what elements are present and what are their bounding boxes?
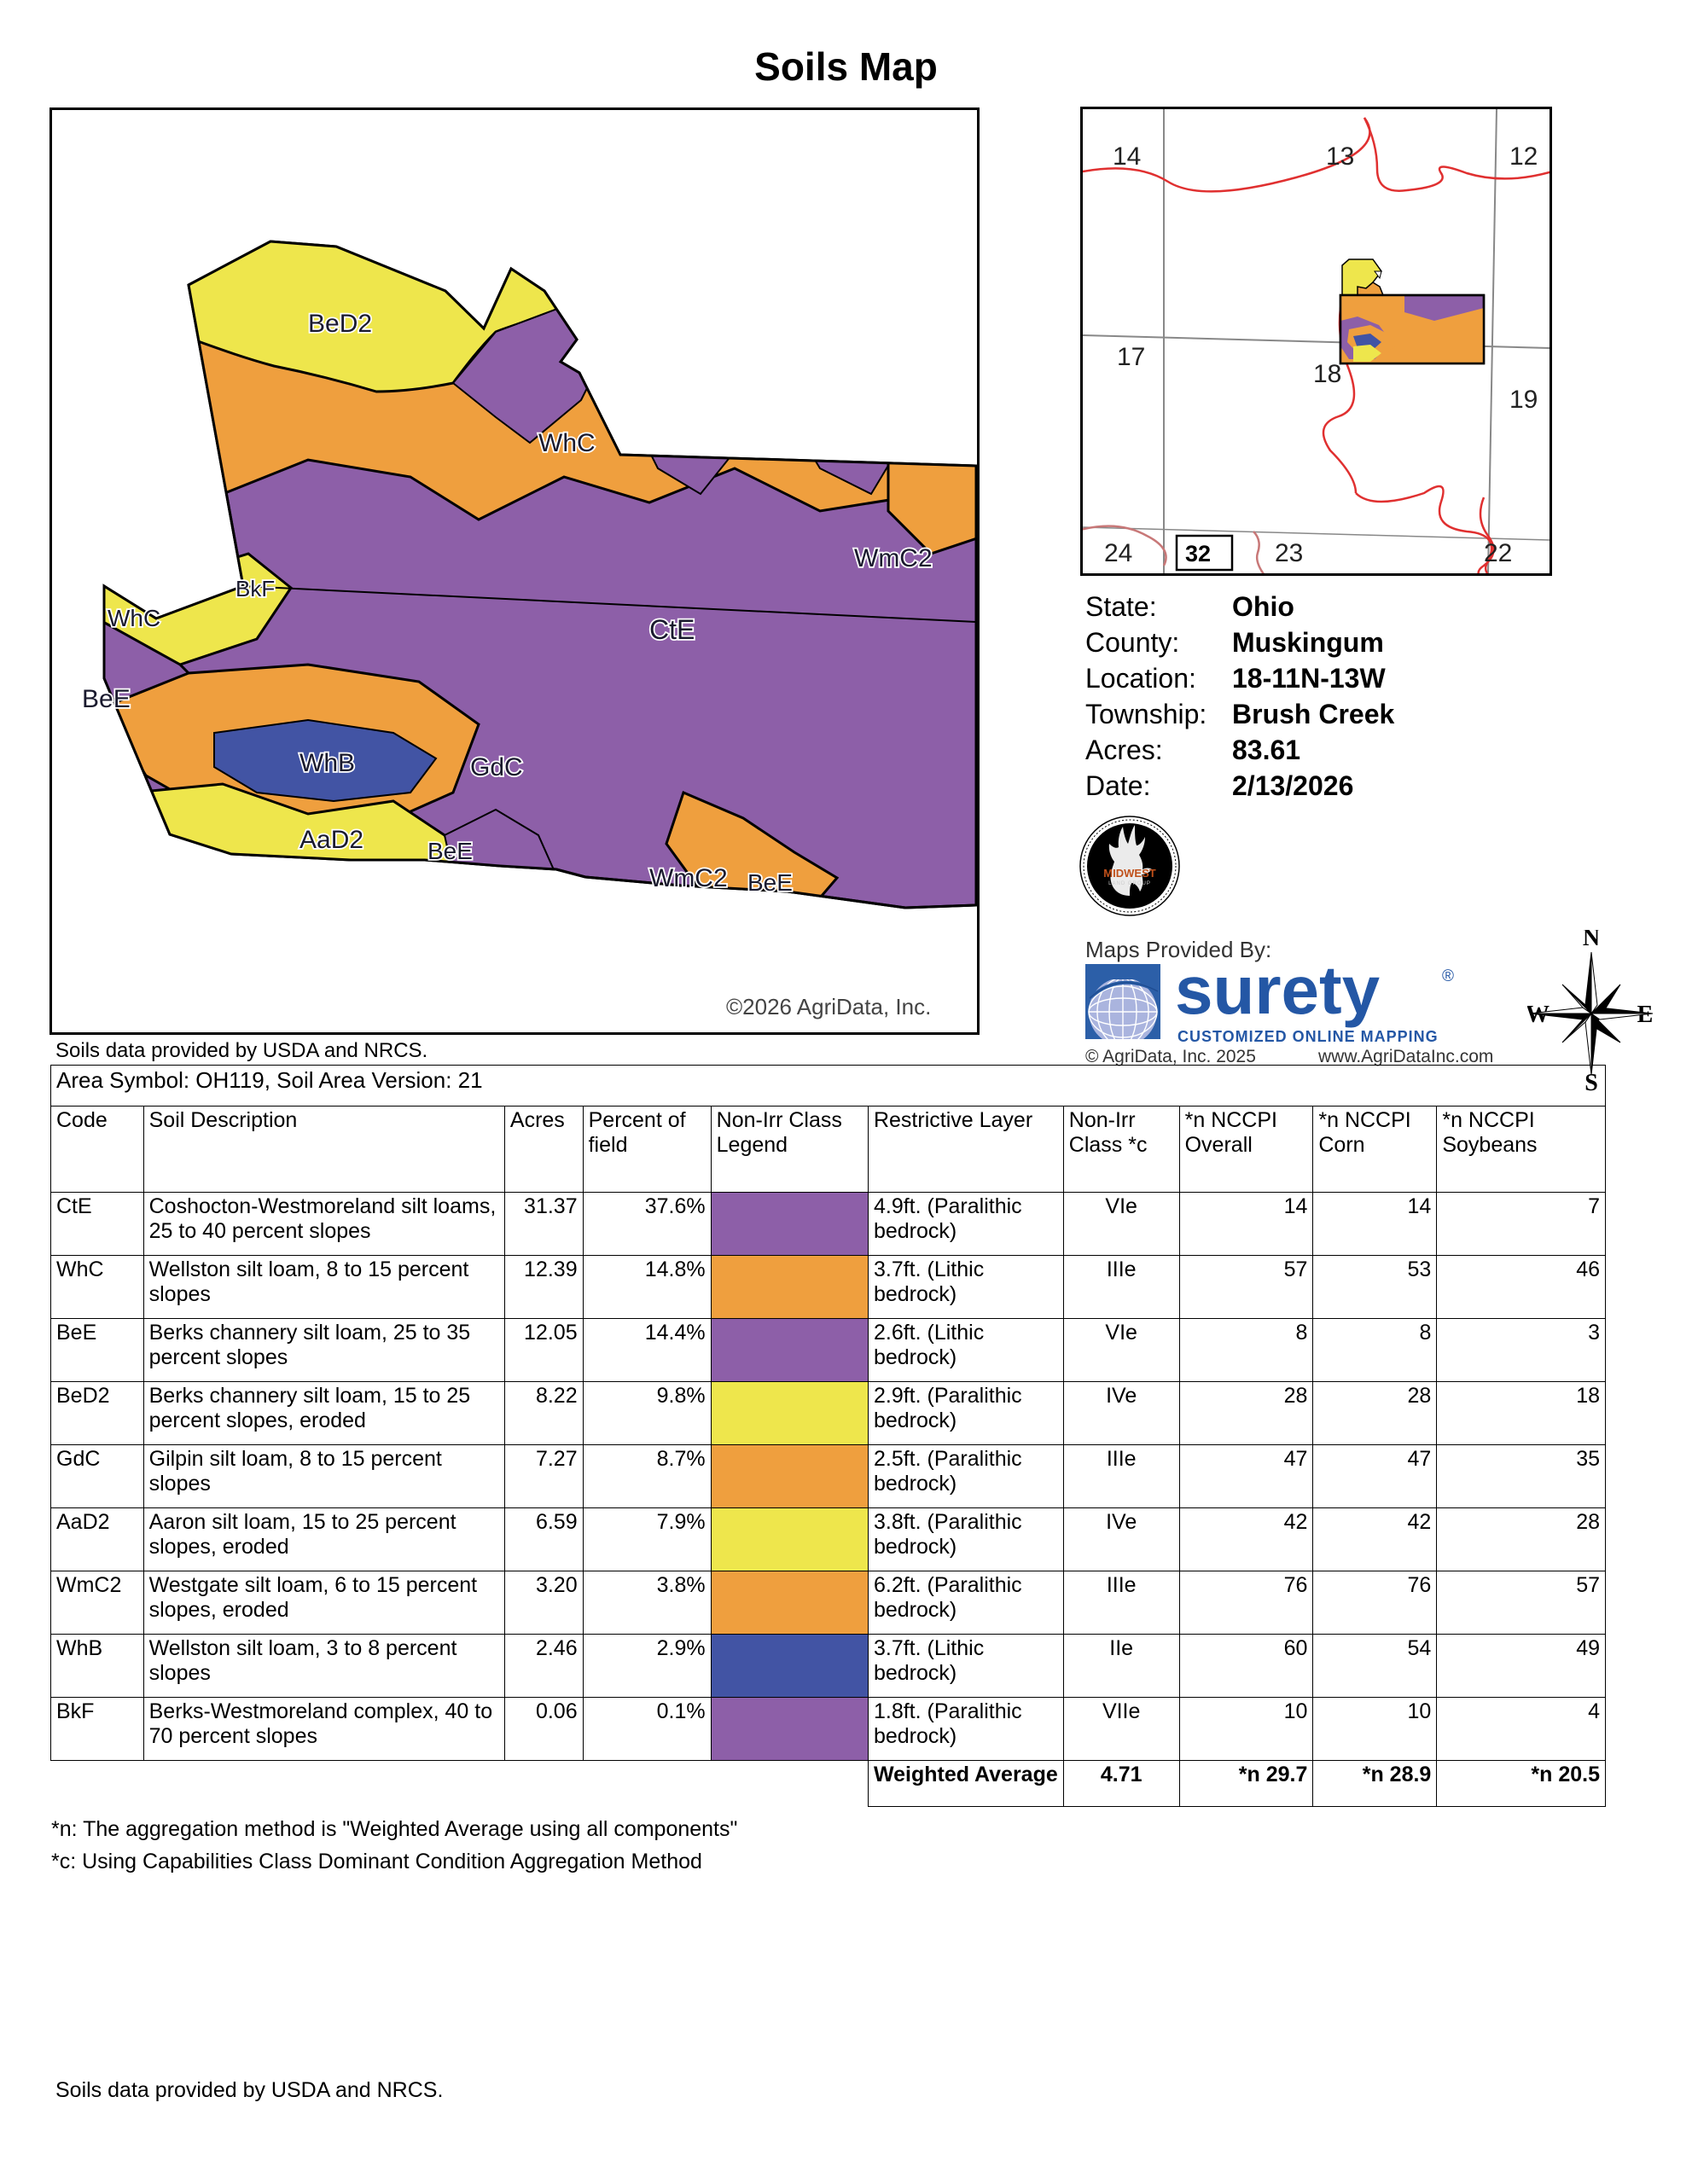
svg-text:BeD2: BeD2 <box>308 310 372 338</box>
svg-text:WhB: WhB <box>299 749 355 777</box>
svg-text:17: 17 <box>1117 343 1145 371</box>
svg-text:WhC: WhC <box>108 605 160 631</box>
svg-text:N: N <box>1583 930 1600 951</box>
svg-text:BeE: BeE <box>427 838 473 864</box>
svg-text:GdC: GdC <box>470 753 523 781</box>
svg-text:12: 12 <box>1509 142 1538 171</box>
svg-text:CtE: CtE <box>649 614 695 645</box>
svg-text:AaD2: AaD2 <box>299 826 363 854</box>
svg-text:24: 24 <box>1104 539 1132 567</box>
svg-text:32: 32 <box>1185 541 1211 566</box>
svg-text:©2026 AgriData, Inc.: ©2026 AgriData, Inc. <box>726 994 931 1019</box>
svg-text:BeE: BeE <box>82 685 131 713</box>
svg-text:MIDWEST: MIDWEST <box>1103 867 1155 880</box>
svg-text:22: 22 <box>1484 539 1512 567</box>
svg-text:13: 13 <box>1326 142 1354 171</box>
svg-text:18: 18 <box>1313 360 1341 388</box>
svg-text:BeE: BeE <box>747 869 793 896</box>
svg-text:14: 14 <box>1113 142 1141 171</box>
svg-text:WmC2: WmC2 <box>854 544 933 572</box>
svg-text:CUSTOMIZED ONLINE MAPPING: CUSTOMIZED ONLINE MAPPING <box>1177 1028 1439 1045</box>
svg-text:19: 19 <box>1509 386 1538 414</box>
svg-text:WmC2: WmC2 <box>649 864 728 892</box>
svg-text:BkF: BkF <box>235 576 275 601</box>
svg-text:23: 23 <box>1275 539 1303 567</box>
svg-text:surety: surety <box>1175 964 1381 1028</box>
svg-text:WhC: WhC <box>538 429 596 457</box>
svg-text:®: ® <box>1442 967 1454 985</box>
svg-text:LAND GROUP: LAND GROUP <box>1108 881 1151 886</box>
